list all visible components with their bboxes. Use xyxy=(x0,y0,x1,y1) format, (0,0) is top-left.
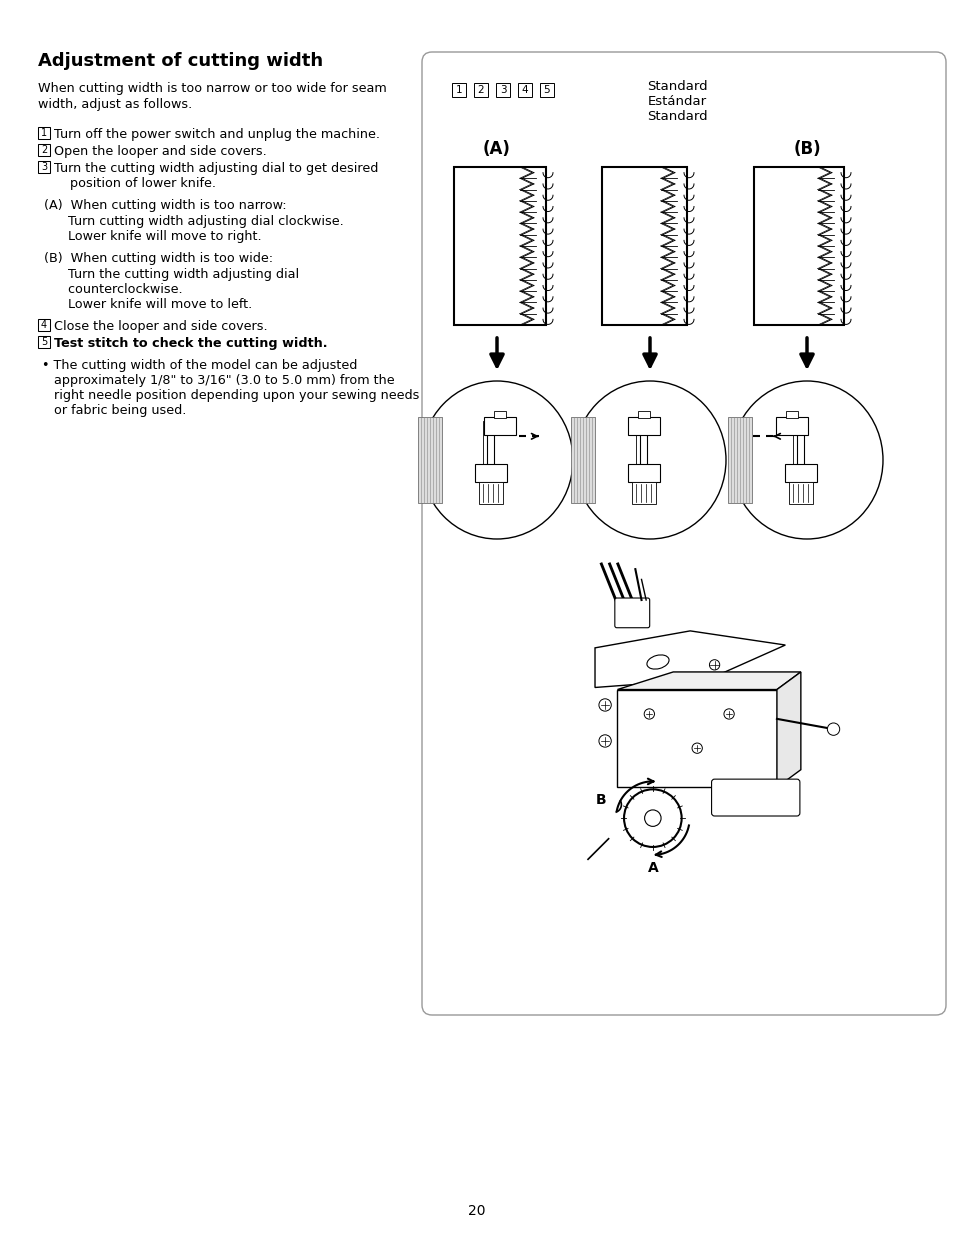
Text: • The cutting width of the model can be adjusted: • The cutting width of the model can be … xyxy=(42,360,357,372)
FancyBboxPatch shape xyxy=(614,598,649,627)
Circle shape xyxy=(598,735,611,748)
Circle shape xyxy=(623,790,681,847)
Ellipse shape xyxy=(420,381,573,539)
Circle shape xyxy=(709,660,719,670)
Bar xyxy=(493,410,506,418)
FancyBboxPatch shape xyxy=(421,52,945,1016)
Bar xyxy=(452,83,465,97)
Text: B: B xyxy=(596,792,606,807)
Bar xyxy=(627,464,659,482)
Text: Standard: Standard xyxy=(646,81,706,93)
Bar xyxy=(475,464,506,482)
Bar xyxy=(487,420,494,500)
Polygon shape xyxy=(776,672,800,787)
Text: Lower knife will move to right.: Lower knife will move to right. xyxy=(44,229,261,243)
Bar xyxy=(478,482,502,505)
Bar xyxy=(539,83,554,97)
Text: 5: 5 xyxy=(41,337,47,347)
Bar xyxy=(775,417,807,434)
Text: Turn off the power switch and unplug the machine.: Turn off the power switch and unplug the… xyxy=(54,128,379,141)
Polygon shape xyxy=(595,631,784,687)
Ellipse shape xyxy=(574,381,725,539)
Bar xyxy=(601,167,686,325)
Bar xyxy=(517,83,532,97)
Circle shape xyxy=(598,699,611,711)
Text: 20: 20 xyxy=(468,1204,485,1218)
Bar xyxy=(483,417,516,434)
Text: Lower knife will move to left.: Lower knife will move to left. xyxy=(44,298,252,311)
Bar xyxy=(797,420,803,500)
Circle shape xyxy=(691,743,701,754)
Bar xyxy=(454,167,545,325)
Bar xyxy=(639,420,647,500)
Bar xyxy=(617,689,776,787)
Text: 3: 3 xyxy=(41,162,47,172)
Text: approximately 1/8" to 3/16" (3.0 to 5.0 mm) from the: approximately 1/8" to 3/16" (3.0 to 5.0 … xyxy=(42,374,395,387)
Text: A: A xyxy=(647,861,658,875)
Circle shape xyxy=(723,709,734,719)
Text: Adjustment of cutting width: Adjustment of cutting width xyxy=(38,52,323,69)
Text: 5: 5 xyxy=(543,86,550,95)
Text: Turn the cutting width adjusting dial to get desired: Turn the cutting width adjusting dial to… xyxy=(54,162,378,175)
Bar xyxy=(631,482,656,505)
Bar xyxy=(784,464,816,482)
Bar xyxy=(38,161,50,174)
Text: 4: 4 xyxy=(41,320,47,330)
Text: 2: 2 xyxy=(477,86,484,95)
Bar xyxy=(496,83,510,97)
Text: right needle position depending upon your sewing needs: right needle position depending upon you… xyxy=(42,389,419,402)
Text: or fabric being used.: or fabric being used. xyxy=(42,404,186,417)
Bar xyxy=(474,83,488,97)
Bar xyxy=(753,167,843,325)
Text: (B): (B) xyxy=(792,140,820,157)
Bar xyxy=(38,336,50,348)
Bar xyxy=(627,417,659,434)
Text: (B)  When cutting width is too wide:: (B) When cutting width is too wide: xyxy=(44,252,273,265)
Bar xyxy=(784,410,798,418)
Text: 3: 3 xyxy=(499,86,506,95)
Bar xyxy=(727,417,752,503)
Text: 4: 4 xyxy=(521,86,528,95)
Ellipse shape xyxy=(646,655,668,670)
Text: Standard: Standard xyxy=(646,110,706,123)
Text: Turn the cutting width adjusting dial: Turn the cutting width adjusting dial xyxy=(44,268,299,281)
Bar xyxy=(570,417,595,503)
Bar xyxy=(38,319,50,331)
Circle shape xyxy=(826,723,839,735)
Text: Estándar: Estándar xyxy=(647,95,706,108)
Text: 1: 1 xyxy=(456,86,462,95)
Bar xyxy=(417,417,442,503)
Circle shape xyxy=(643,709,654,719)
Circle shape xyxy=(644,810,660,826)
Text: Close the looper and side covers.: Close the looper and side covers. xyxy=(54,320,268,334)
Polygon shape xyxy=(617,672,800,689)
Text: width, adjust as follows.: width, adjust as follows. xyxy=(38,98,193,112)
Bar xyxy=(637,410,650,418)
Ellipse shape xyxy=(730,381,882,539)
Text: Open the looper and side covers.: Open the looper and side covers. xyxy=(54,145,267,157)
Text: Test stitch to check the cutting width.: Test stitch to check the cutting width. xyxy=(54,337,327,350)
Text: position of lower knife.: position of lower knife. xyxy=(54,177,215,190)
Text: When cutting width is too narrow or too wide for seam: When cutting width is too narrow or too … xyxy=(38,82,386,95)
Text: counterclockwise.: counterclockwise. xyxy=(44,283,182,296)
Bar xyxy=(38,144,50,156)
Bar xyxy=(788,482,812,505)
Text: Turn cutting width adjusting dial clockwise.: Turn cutting width adjusting dial clockw… xyxy=(44,215,343,228)
Text: (A): (A) xyxy=(482,140,511,157)
Text: (A)  When cutting width is too narrow:: (A) When cutting width is too narrow: xyxy=(44,198,286,212)
Text: 1: 1 xyxy=(41,128,47,138)
Text: 2: 2 xyxy=(41,145,47,155)
FancyBboxPatch shape xyxy=(711,779,799,816)
Bar xyxy=(38,126,50,139)
